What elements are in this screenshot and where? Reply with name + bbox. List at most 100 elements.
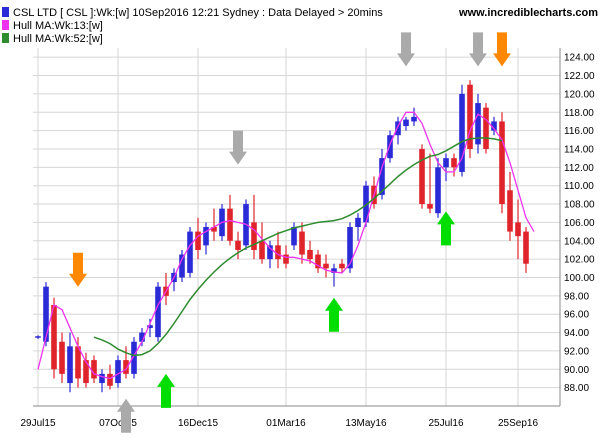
brand-link[interactable]: www.incrediblecharts.com: [458, 7, 598, 19]
signal-arrow-down: [469, 32, 487, 67]
candle-body: [403, 119, 409, 127]
signal-arrow-down: [397, 32, 415, 67]
candle-body: [299, 231, 305, 255]
candle-body: [187, 231, 193, 273]
candle-body: [467, 84, 473, 149]
x-tick-label: 16Dec15: [178, 418, 218, 429]
axes: [33, 48, 561, 407]
candle-body: [267, 245, 273, 260]
candle-body: [307, 249, 313, 260]
legend-swatch-hull52: [2, 33, 9, 43]
candle-body: [131, 341, 137, 374]
candle-body: [419, 148, 425, 205]
candle-body: [251, 222, 257, 250]
x-tick-label: 25Sep16: [498, 418, 538, 429]
candle-body: [211, 227, 217, 232]
y-tick-label: 106.00: [564, 218, 595, 229]
candles: [35, 80, 529, 393]
candle-body: [515, 222, 521, 237]
legend-swatch-hull13: [2, 20, 9, 30]
y-tick-label: 98.00: [564, 291, 589, 302]
y-tick-label: 118.00: [564, 108, 594, 119]
ma-lines: [37, 111, 535, 380]
signal-arrow-up: [157, 373, 175, 408]
signal-arrow-up: [325, 297, 343, 332]
x-tick-label: 01Mar16: [266, 418, 306, 429]
candle-body: [115, 360, 121, 384]
candle-body: [75, 346, 81, 379]
y-tick-label: 96.00: [564, 310, 589, 321]
legend: CSL LTD [ CSL ]:Wk:[w] 10Sep2016 12:21 S…: [2, 7, 383, 45]
candle-body: [475, 103, 481, 145]
candle-body: [155, 286, 161, 338]
y-tick-label: 102.00: [564, 255, 595, 266]
x-axis-ticks: 29Jul15 07Oct15 16Dec15 01Mar16 13May16 25Jul…: [20, 418, 538, 429]
candle-body: [395, 121, 401, 136]
candle-body: [43, 286, 49, 342]
candle-body: [379, 158, 385, 195]
candle-body: [235, 240, 241, 250]
legend-label-hull52: Hull MA:Wk:52:[w]: [13, 33, 103, 45]
x-tick-label: 07Oct15: [99, 418, 137, 429]
y-tick-label: 114.00: [564, 144, 594, 155]
y-tick-label: 116.00: [564, 126, 594, 137]
candle-body: [139, 332, 145, 342]
candle-body: [443, 158, 449, 168]
y-tick-label: 108.00: [564, 200, 595, 211]
y-tick-label: 110.00: [564, 181, 594, 192]
candle-body: [387, 135, 393, 159]
candle-body: [483, 107, 489, 149]
y-tick-label: 122.00: [564, 71, 595, 82]
candle-body: [203, 227, 209, 246]
candle-body: [427, 204, 433, 209]
candle-body: [347, 227, 353, 269]
y-tick-label: 90.00: [564, 365, 589, 376]
candle-body: [499, 121, 505, 205]
candle-body: [459, 93, 465, 172]
candle-body: [291, 227, 297, 246]
candle-body: [491, 121, 497, 131]
hull13-line: [37, 111, 535, 380]
x-tick-label: 25Jul16: [428, 418, 463, 429]
candle-body: [259, 240, 265, 260]
candle-body: [83, 360, 89, 384]
candle-body: [67, 346, 73, 384]
y-tick-label: 120.00: [564, 89, 595, 100]
legend-swatch-price: [2, 7, 9, 17]
candle-body: [323, 263, 329, 269]
candle-body: [107, 373, 113, 386]
y-tick-label: 92.00: [564, 346, 589, 357]
candle-body: [451, 158, 457, 168]
candle-body: [355, 217, 361, 227]
candle-body: [91, 360, 97, 379]
signal-arrow-up: [117, 398, 135, 433]
candle-body: [51, 305, 57, 370]
candle-body: [195, 231, 201, 250]
y-axis-ticks: 88.00 90.00 92.00 94.00 96.00 98.00 100.00 102.…: [564, 53, 595, 394]
candle-body: [523, 231, 529, 264]
candle-body: [227, 208, 233, 241]
candle-body: [283, 254, 289, 264]
candle-body: [435, 167, 441, 214]
x-tick-label: 13May16: [345, 418, 387, 429]
y-tick-label: 88.00: [564, 383, 589, 394]
legend-label-hull13: Hull MA:Wk:13:[w]: [13, 20, 103, 32]
y-tick-label: 94.00: [564, 328, 589, 339]
candle-body: [275, 245, 281, 260]
signal-arrow-down: [69, 252, 87, 287]
candle-body: [507, 190, 513, 232]
signal-arrow-up: [437, 211, 455, 246]
candle-body: [147, 325, 153, 328]
candle-body: [179, 254, 185, 278]
candle-body: [339, 263, 345, 269]
candle-body: [35, 336, 41, 338]
y-tick-label: 112.00: [564, 163, 594, 174]
x-tick-label: 29Jul15: [20, 418, 55, 429]
hull52-line: [93, 137, 503, 357]
chart-title: CSL LTD [ CSL ]:Wk:[w] 10Sep2016 12:21 S…: [13, 7, 383, 19]
signal-arrow-down: [229, 130, 247, 165]
signal-arrows: [69, 32, 511, 433]
y-tick-label: 124.00: [564, 53, 595, 64]
